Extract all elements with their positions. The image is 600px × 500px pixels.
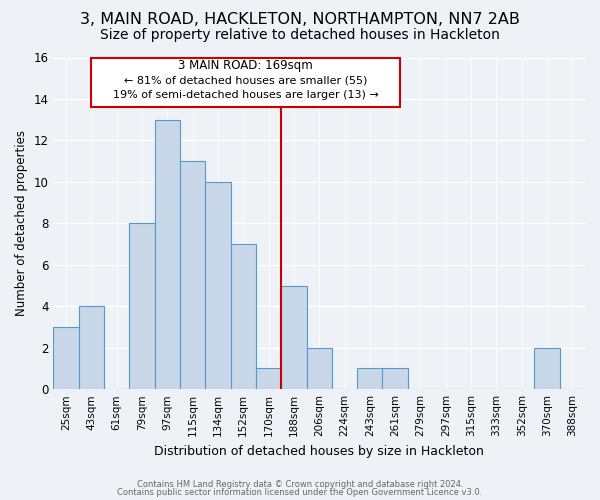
Bar	[155, 120, 180, 389]
Bar	[535, 348, 560, 389]
Text: 3 MAIN ROAD: 169sqm: 3 MAIN ROAD: 169sqm	[178, 60, 313, 72]
Bar	[130, 224, 155, 389]
Text: 19% of semi-detached houses are larger (13) →: 19% of semi-detached houses are larger (…	[113, 90, 379, 100]
Text: Size of property relative to detached houses in Hackleton: Size of property relative to detached ho…	[100, 28, 500, 42]
Text: Contains public sector information licensed under the Open Government Licence v3: Contains public sector information licen…	[118, 488, 482, 497]
X-axis label: Distribution of detached houses by size in Hackleton: Distribution of detached houses by size …	[154, 444, 484, 458]
Bar	[281, 286, 307, 389]
Bar	[357, 368, 382, 389]
Bar	[230, 244, 256, 389]
Bar	[307, 348, 332, 389]
FancyBboxPatch shape	[91, 58, 400, 108]
Y-axis label: Number of detached properties: Number of detached properties	[15, 130, 28, 316]
Bar	[205, 182, 230, 389]
Bar	[180, 161, 205, 389]
Text: Contains HM Land Registry data © Crown copyright and database right 2024.: Contains HM Land Registry data © Crown c…	[137, 480, 463, 489]
Bar	[79, 306, 104, 389]
Text: ← 81% of detached houses are smaller (55): ← 81% of detached houses are smaller (55…	[124, 76, 367, 86]
Text: 3, MAIN ROAD, HACKLETON, NORTHAMPTON, NN7 2AB: 3, MAIN ROAD, HACKLETON, NORTHAMPTON, NN…	[80, 12, 520, 28]
Bar	[382, 368, 408, 389]
Bar	[53, 327, 79, 389]
Bar	[256, 368, 281, 389]
